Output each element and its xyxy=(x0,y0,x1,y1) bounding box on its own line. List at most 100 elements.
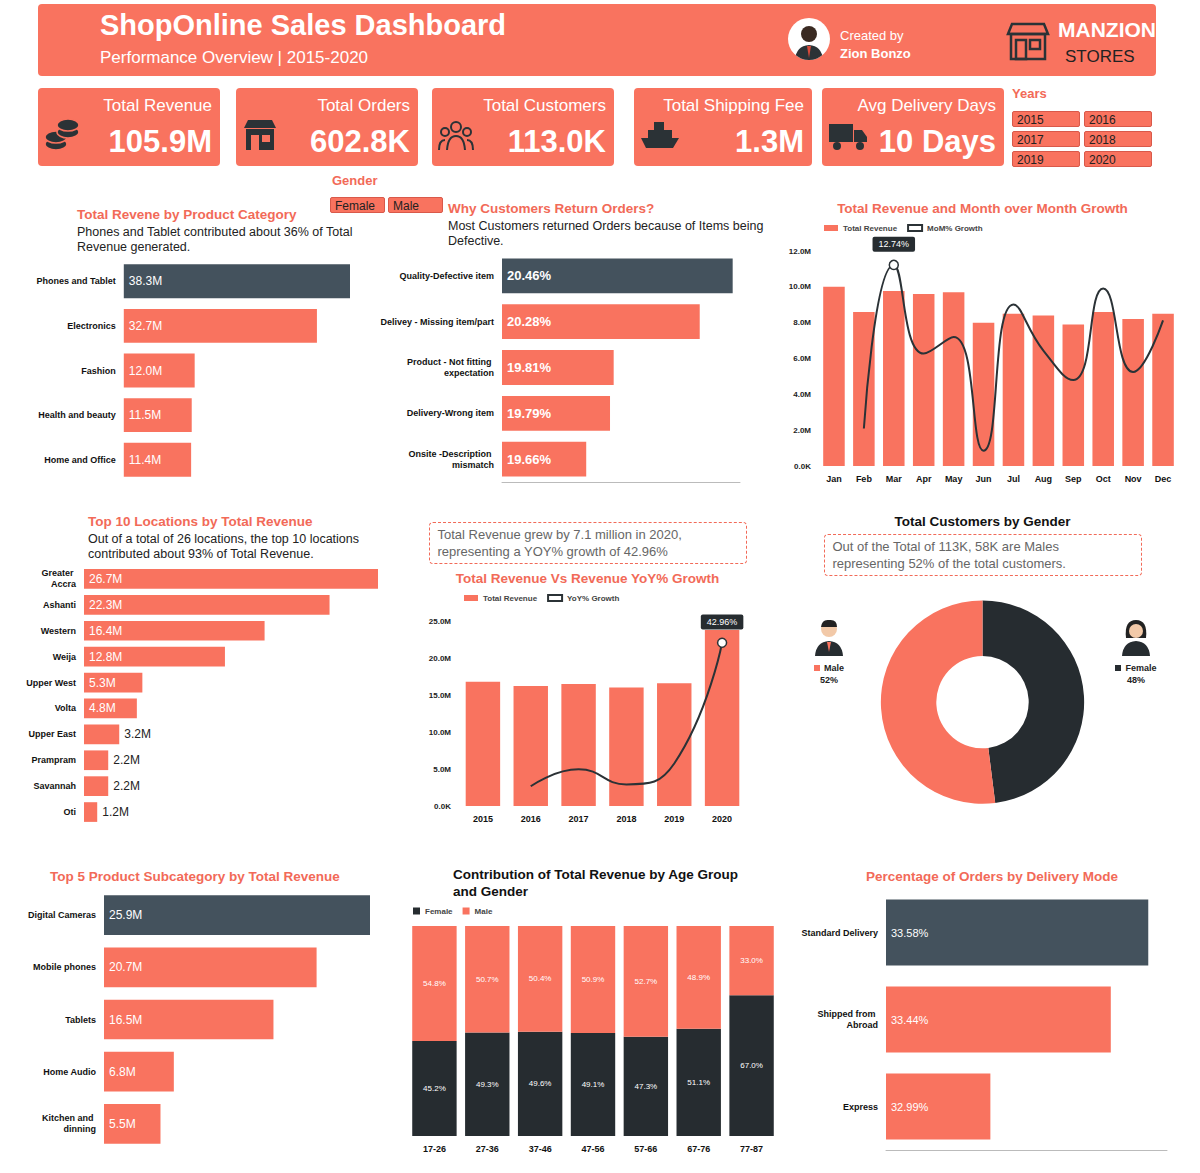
svg-text:Volta: Volta xyxy=(55,703,77,713)
svg-text:5.0M: 5.0M xyxy=(433,765,451,774)
svg-text:20.0M: 20.0M xyxy=(429,654,452,663)
svg-text:12.8M: 12.8M xyxy=(89,650,122,664)
svg-text:Upper East: Upper East xyxy=(28,729,76,739)
svg-text:67.0%: 67.0% xyxy=(740,1061,763,1070)
svg-text:2.0M: 2.0M xyxy=(793,426,811,435)
svg-text:25.9M: 25.9M xyxy=(109,908,142,922)
svg-text:Jun: Jun xyxy=(976,474,992,484)
svg-text:20.28%: 20.28% xyxy=(507,314,552,329)
svg-text:52.7%: 52.7% xyxy=(635,977,658,986)
svg-text:Upper West: Upper West xyxy=(26,678,76,688)
svg-text:Delivey - Missing item/part: Delivey - Missing item/part xyxy=(380,317,494,327)
svg-text:Total Revenue: Total Revenue xyxy=(843,224,898,233)
svg-text:Tablets: Tablets xyxy=(65,1015,96,1025)
svg-text:4.8M: 4.8M xyxy=(89,701,116,715)
svg-text:12.0M: 12.0M xyxy=(789,247,812,256)
svg-text:25.0M: 25.0M xyxy=(429,617,452,626)
svg-text:Western: Western xyxy=(41,626,76,636)
svg-text:33.44%: 33.44% xyxy=(891,1014,929,1026)
svg-text:Mobile phones: Mobile phones xyxy=(33,962,96,972)
svg-text:47-56: 47-56 xyxy=(581,1144,604,1154)
svg-text:8.0M: 8.0M xyxy=(793,318,811,327)
svg-text:dinning: dinning xyxy=(64,1124,97,1134)
svg-text:27-36: 27-36 xyxy=(476,1144,499,1154)
svg-text:4.0M: 4.0M xyxy=(793,390,811,399)
svg-text:Male: Male xyxy=(475,907,493,916)
svg-text:2.2M: 2.2M xyxy=(113,779,140,793)
svg-text:Ashanti: Ashanti xyxy=(43,600,76,610)
svg-text:67-76: 67-76 xyxy=(687,1144,710,1154)
svg-text:Fashion: Fashion xyxy=(81,366,116,376)
svg-text:2018: 2018 xyxy=(616,814,636,824)
svg-text:33.0%: 33.0% xyxy=(740,956,763,965)
svg-text:19.81%: 19.81% xyxy=(507,360,552,375)
svg-text:49.3%: 49.3% xyxy=(476,1080,499,1089)
svg-text:17-26: 17-26 xyxy=(423,1144,446,1154)
svg-text:Prampram: Prampram xyxy=(31,755,76,765)
svg-text:10.0M: 10.0M xyxy=(429,728,452,737)
svg-text:48.9%: 48.9% xyxy=(687,973,710,982)
svg-text:12.0M: 12.0M xyxy=(129,364,162,378)
svg-text:Home Audio: Home Audio xyxy=(43,1067,96,1077)
svg-text:Home and Office: Home and Office xyxy=(44,455,116,465)
svg-text:1.2M: 1.2M xyxy=(102,805,129,819)
svg-text:3.2M: 3.2M xyxy=(124,727,151,741)
svg-text:Greater: Greater xyxy=(41,568,76,578)
svg-text:42.96%: 42.96% xyxy=(707,617,738,627)
svg-text:Express: Express xyxy=(843,1102,878,1112)
svg-text:Female: Female xyxy=(425,907,453,916)
svg-text:Apr: Apr xyxy=(916,474,932,484)
svg-text:Aug: Aug xyxy=(1035,474,1053,484)
svg-text:Jan: Jan xyxy=(826,474,842,484)
svg-text:47.3%: 47.3% xyxy=(635,1082,658,1091)
svg-text:expectation: expectation xyxy=(444,368,494,378)
svg-text:Delivery-Wrong item: Delivery-Wrong item xyxy=(407,408,494,418)
svg-text:Shipped from: Shipped from xyxy=(818,1009,879,1019)
svg-text:45.2%: 45.2% xyxy=(423,1084,446,1093)
svg-text:49.1%: 49.1% xyxy=(582,1080,605,1089)
svg-text:16.4M: 16.4M xyxy=(89,624,122,638)
svg-text:11.5M: 11.5M xyxy=(129,408,161,422)
svg-text:57-66: 57-66 xyxy=(634,1144,657,1154)
svg-text:20.46%: 20.46% xyxy=(507,268,552,283)
svg-text:2017: 2017 xyxy=(569,814,589,824)
svg-text:10.0M: 10.0M xyxy=(789,282,812,291)
svg-text:May: May xyxy=(945,474,963,484)
svg-text:26.7M: 26.7M xyxy=(89,572,122,586)
svg-text:Feb: Feb xyxy=(856,474,873,484)
svg-text:50.4%: 50.4% xyxy=(529,974,552,983)
svg-text:32.99%: 32.99% xyxy=(891,1101,929,1113)
svg-text:37-46: 37-46 xyxy=(529,1144,552,1154)
svg-text:Dec: Dec xyxy=(1155,474,1172,484)
svg-text:50.9%: 50.9% xyxy=(582,975,605,984)
svg-text:Phones and Tablet: Phones and Tablet xyxy=(36,276,115,286)
svg-text:5.3M: 5.3M xyxy=(89,676,116,690)
svg-text:6.0M: 6.0M xyxy=(793,354,811,363)
svg-text:Product - Not fitting: Product - Not fitting xyxy=(407,357,494,367)
svg-text:22.3M: 22.3M xyxy=(89,598,122,612)
svg-text:50.7%: 50.7% xyxy=(476,975,499,984)
svg-text:Kitchen and: Kitchen and xyxy=(42,1113,96,1123)
svg-text:YoY% Growth: YoY% Growth xyxy=(567,594,619,603)
svg-text:12.74%: 12.74% xyxy=(879,239,910,249)
svg-text:Weija: Weija xyxy=(53,652,77,662)
svg-text:49.6%: 49.6% xyxy=(529,1079,552,1088)
svg-text:2019: 2019 xyxy=(664,814,684,824)
svg-text:mismatch: mismatch xyxy=(452,460,494,470)
svg-text:0.0K: 0.0K xyxy=(434,802,451,811)
svg-text:15.0M: 15.0M xyxy=(429,691,452,700)
svg-text:Nov: Nov xyxy=(1125,474,1142,484)
svg-text:Sep: Sep xyxy=(1065,474,1082,484)
svg-text:5.5M: 5.5M xyxy=(109,1117,136,1131)
svg-text:11.4M: 11.4M xyxy=(129,453,161,467)
svg-text:19.79%: 19.79% xyxy=(507,406,552,421)
svg-text:Onsite -Description: Onsite -Description xyxy=(408,449,494,459)
svg-text:77-87: 77-87 xyxy=(740,1144,763,1154)
svg-text:Oct: Oct xyxy=(1096,474,1111,484)
svg-text:2020: 2020 xyxy=(712,814,732,824)
svg-text:Abroad: Abroad xyxy=(847,1020,879,1030)
svg-text:2.2M: 2.2M xyxy=(113,753,140,767)
svg-text:Mar: Mar xyxy=(886,474,903,484)
svg-text:Total Revenue: Total Revenue xyxy=(483,594,538,603)
svg-text:Jul: Jul xyxy=(1007,474,1020,484)
